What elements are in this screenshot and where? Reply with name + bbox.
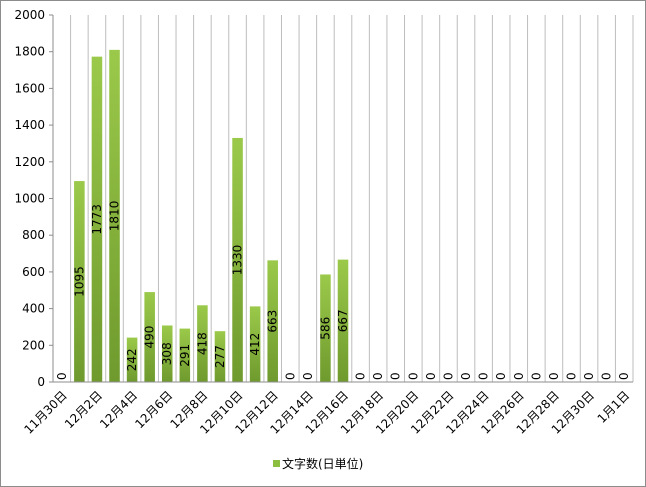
bar [267, 260, 278, 382]
data-label: 0 [301, 372, 315, 380]
data-label: 0 [512, 372, 526, 380]
bar [144, 292, 155, 382]
data-label: 0 [529, 372, 543, 380]
bar [320, 274, 331, 382]
data-label: 0 [617, 372, 631, 380]
legend-label: 文字数(日単位) [282, 456, 363, 471]
data-label: 0 [582, 372, 596, 380]
x-tick-label: 12月2日 [62, 388, 105, 431]
data-label: 0 [406, 372, 420, 380]
data-label: 1095 [72, 266, 86, 297]
y-tick-label: 800 [22, 228, 45, 242]
bar [179, 328, 191, 382]
data-label: 0 [494, 372, 508, 380]
data-label: 0 [354, 372, 368, 380]
bar [161, 325, 173, 382]
y-tick-label: 0 [37, 375, 45, 389]
data-label: 0 [371, 372, 385, 380]
data-label: 418 [195, 332, 209, 355]
data-label: 1330 [231, 245, 245, 276]
y-tick-label: 1600 [14, 81, 45, 95]
data-label: 412 [248, 333, 262, 356]
x-tick-label: 11月30日 [21, 388, 69, 436]
y-tick-label: 600 [22, 265, 45, 279]
y-tick-label: 200 [22, 338, 45, 352]
data-label: 1810 [108, 201, 122, 232]
data-label: 663 [266, 310, 280, 333]
data-label: 277 [213, 345, 227, 368]
y-tick-label: 2000 [14, 8, 45, 22]
bar [337, 259, 349, 382]
data-label: 308 [160, 342, 174, 365]
bar [91, 56, 103, 382]
data-label: 0 [389, 372, 403, 380]
data-label: 0 [564, 372, 578, 380]
data-label: 1773 [90, 204, 104, 235]
data-label: 0 [547, 372, 561, 380]
x-tick-label: 12月4日 [97, 388, 140, 431]
bar [249, 306, 261, 382]
data-label: 0 [459, 372, 473, 380]
data-label: 242 [125, 348, 139, 371]
data-label: 0 [477, 372, 491, 380]
data-label: 291 [178, 344, 192, 367]
bar [74, 181, 85, 382]
y-tick-label: 1800 [14, 45, 45, 59]
data-label: 0 [441, 372, 455, 380]
bar [126, 337, 138, 382]
data-label: 0 [55, 372, 69, 380]
data-label: 0 [600, 372, 614, 380]
x-tick-label: 12月6日 [132, 388, 175, 431]
y-tick-label: 1000 [14, 192, 45, 206]
bar [232, 137, 243, 382]
bar [214, 331, 226, 382]
bar [109, 49, 120, 383]
data-label: 0 [283, 372, 297, 380]
data-label: 667 [336, 309, 350, 332]
legend: 文字数(日単位) [273, 456, 363, 471]
legend-swatch [273, 460, 280, 467]
bar [197, 305, 208, 382]
data-label: 0 [424, 372, 438, 380]
data-label: 586 [318, 317, 332, 340]
data-label: 490 [143, 326, 157, 349]
y-tick-label: 1400 [14, 118, 45, 132]
y-tick-label: 400 [22, 302, 45, 316]
x-tick-label: 1月1日 [595, 388, 633, 426]
y-tick-label: 1200 [14, 155, 45, 169]
